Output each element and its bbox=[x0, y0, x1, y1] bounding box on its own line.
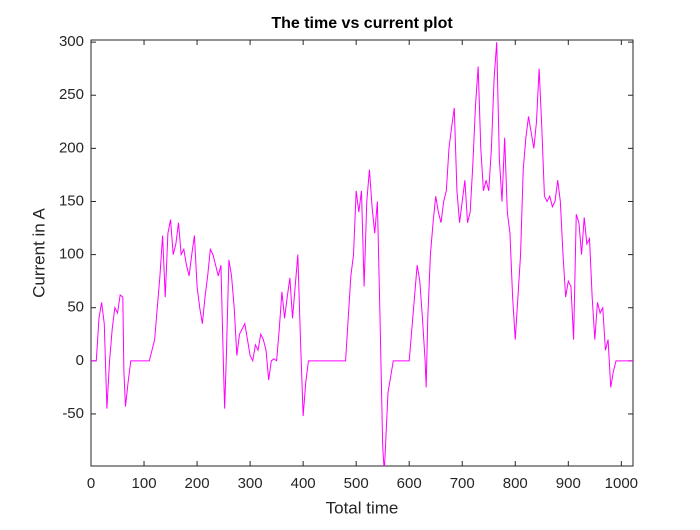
y-tick-label: 0 bbox=[76, 352, 84, 369]
x-axis-label: Total time bbox=[326, 498, 399, 517]
x-tick-label: 0 bbox=[87, 475, 95, 492]
x-tick-label: 700 bbox=[450, 475, 475, 492]
y-axis-label: Current in A bbox=[29, 207, 48, 297]
x-tick-label: 200 bbox=[185, 475, 210, 492]
plot-frame bbox=[90, 39, 634, 467]
chart-title: The time vs current plot bbox=[271, 15, 453, 32]
x-tick-label: 1000 bbox=[605, 475, 638, 492]
y-tick-label: 250 bbox=[59, 86, 84, 103]
y-tick-label: 100 bbox=[59, 246, 84, 263]
x-tick-label: 100 bbox=[132, 475, 157, 492]
x-tick-label: 800 bbox=[503, 475, 528, 492]
x-tick-label: 400 bbox=[291, 475, 316, 492]
x-tick-label: 300 bbox=[238, 475, 263, 492]
y-tick-label: 200 bbox=[59, 139, 84, 156]
x-tick-label: 900 bbox=[556, 475, 581, 492]
x-tick-label: 600 bbox=[397, 475, 422, 492]
y-tick-label: -50 bbox=[62, 405, 84, 422]
y-tick-label: 300 bbox=[59, 33, 84, 50]
data-line bbox=[91, 42, 633, 466]
x-tick-label: 500 bbox=[344, 475, 369, 492]
y-tick-label: 50 bbox=[67, 299, 84, 316]
y-tick-label: 150 bbox=[59, 192, 84, 209]
